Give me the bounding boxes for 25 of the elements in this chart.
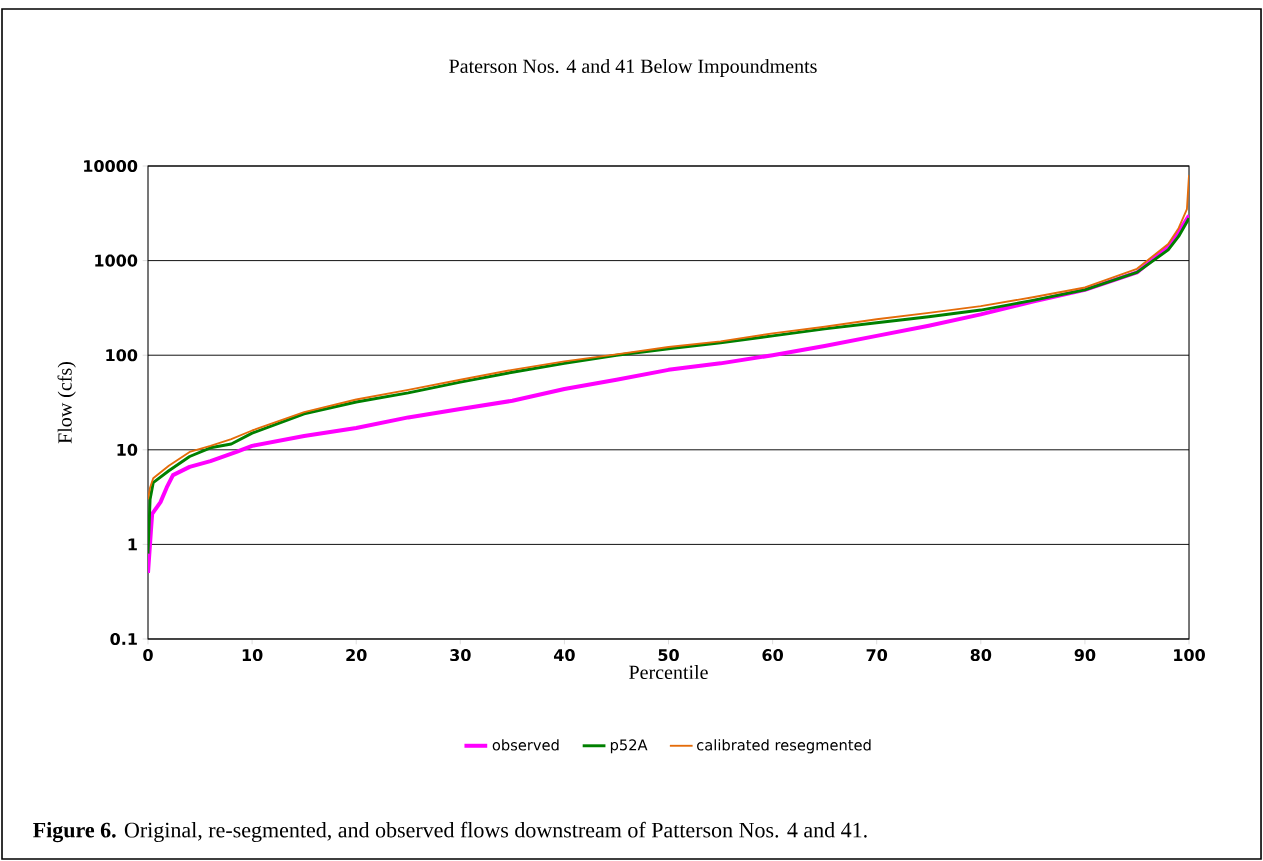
x-tick-label: 100 xyxy=(1174,649,1205,662)
y-tick-label: 10 xyxy=(117,443,138,456)
legend-label: p52A xyxy=(610,739,648,754)
line-series xyxy=(148,174,1190,501)
x-tick-label: 70 xyxy=(866,649,888,662)
x-tick-label: 30 xyxy=(450,649,471,662)
y-tick-label: 100 xyxy=(106,349,138,362)
x-tick-label: 60 xyxy=(762,649,783,662)
x-tick-label: 90 xyxy=(1074,649,1096,662)
x-tick-label: 50 xyxy=(658,649,679,662)
y-axis-title: Flow (cfs) xyxy=(57,362,76,444)
y-tick-label: 0.1 xyxy=(110,632,137,646)
x-tick-label: 80 xyxy=(970,649,992,662)
x-tick-label: 0 xyxy=(143,649,153,662)
x-axis-title: Percentile xyxy=(629,664,708,680)
y-tick-label: 10000 xyxy=(84,159,138,173)
text: Figure 6. Original, re-segmented, and observed flows downstream of Patterson Nos. 4 and 41. xyxy=(33,821,867,843)
legend-label: observed xyxy=(492,739,559,751)
x-tick-label: 20 xyxy=(346,649,367,662)
legend-label: calibrated resegmented xyxy=(697,739,871,754)
x-tick-label: 40 xyxy=(553,649,575,662)
y-tick-label: 1000 xyxy=(95,254,138,267)
chart-title: Paterson Nos. 4 and 41 Below Impoundments xyxy=(449,58,817,78)
x-tick-label: 10 xyxy=(242,649,263,662)
y-tick-label: 1 xyxy=(128,538,137,551)
